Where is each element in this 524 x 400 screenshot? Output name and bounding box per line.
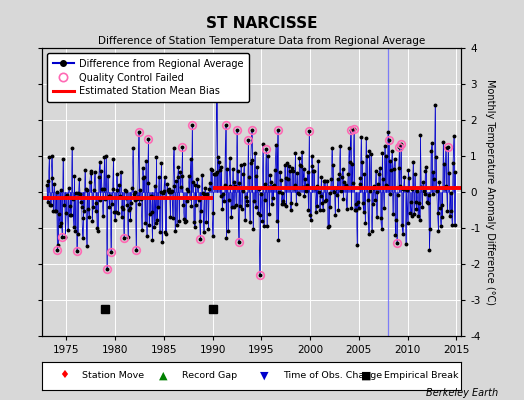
Text: Difference of Station Temperature Data from Regional Average: Difference of Station Temperature Data f… [99, 36, 425, 46]
Text: Station Move: Station Move [82, 371, 144, 380]
Legend: Difference from Regional Average, Quality Control Failed, Estimated Station Mean: Difference from Regional Average, Qualit… [47, 53, 249, 102]
Text: Empirical Break: Empirical Break [384, 371, 458, 380]
Text: ST NARCISSE: ST NARCISSE [206, 16, 318, 31]
Text: ♦: ♦ [59, 370, 69, 380]
Text: ▼: ▼ [260, 370, 268, 380]
Text: ▲: ▲ [159, 370, 168, 380]
Y-axis label: Monthly Temperature Anomaly Difference (°C): Monthly Temperature Anomaly Difference (… [485, 79, 495, 305]
Text: Record Gap: Record Gap [182, 371, 237, 380]
Text: Time of Obs. Change: Time of Obs. Change [283, 371, 382, 380]
Text: ■: ■ [361, 370, 371, 380]
Text: Berkeley Earth: Berkeley Earth [425, 388, 498, 398]
